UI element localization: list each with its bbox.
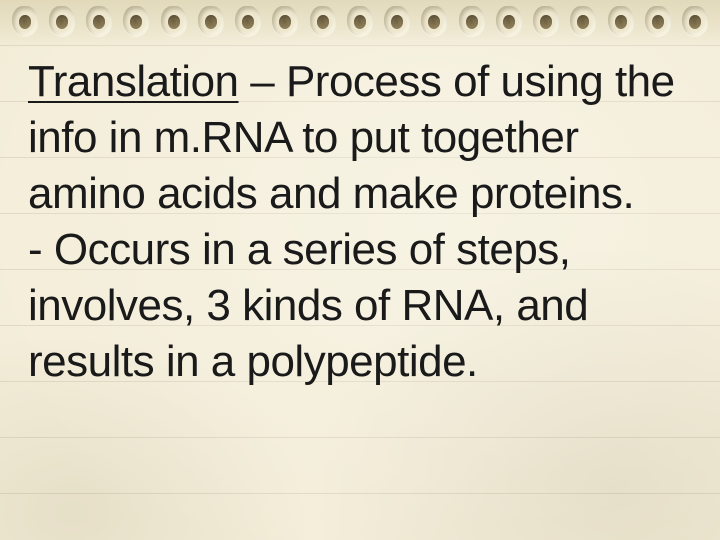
- spiral-hole: [84, 0, 114, 48]
- torn-hole-icon: [347, 6, 373, 36]
- spiral-hole: [233, 0, 263, 48]
- spiral-hole: [568, 0, 598, 48]
- spiral-hole: [382, 0, 412, 48]
- torn-hole-icon: [235, 6, 261, 36]
- torn-hole-icon: [272, 6, 298, 36]
- spiral-hole: [196, 0, 226, 48]
- torn-hole-icon: [86, 6, 112, 36]
- bullet-paragraph: - Occurs in a series of steps, involves,…: [28, 222, 680, 390]
- torn-hole-icon: [384, 6, 410, 36]
- spiral-hole: [121, 0, 151, 48]
- slide-text-block: Translation – Process of using the info …: [28, 54, 680, 390]
- spiral-hole: [159, 0, 189, 48]
- spiral-hole: [345, 0, 375, 48]
- torn-hole-icon: [496, 6, 522, 36]
- torn-hole-icon: [49, 6, 75, 36]
- spiral-hole: [680, 0, 710, 48]
- spiral-hole: [270, 0, 300, 48]
- spiral-binding-strip: [0, 0, 720, 48]
- spiral-hole: [308, 0, 338, 48]
- definition-paragraph: Translation – Process of using the info …: [28, 54, 680, 222]
- spiral-hole: [10, 0, 40, 48]
- torn-hole-icon: [161, 6, 187, 36]
- torn-hole-icon: [570, 6, 596, 36]
- spiral-hole: [531, 0, 561, 48]
- term-translation: Translation: [28, 57, 239, 106]
- notebook-page: Translation – Process of using the info …: [0, 0, 720, 540]
- torn-hole-icon: [123, 6, 149, 36]
- torn-hole-icon: [310, 6, 336, 36]
- torn-hole-icon: [682, 6, 708, 36]
- spiral-hole: [419, 0, 449, 48]
- spiral-hole: [494, 0, 524, 48]
- spiral-hole: [606, 0, 636, 48]
- spiral-hole: [47, 0, 77, 48]
- torn-hole-icon: [12, 6, 38, 36]
- torn-hole-icon: [198, 6, 224, 36]
- torn-hole-icon: [533, 6, 559, 36]
- torn-hole-icon: [645, 6, 671, 36]
- torn-hole-icon: [459, 6, 485, 36]
- torn-hole-icon: [608, 6, 634, 36]
- spiral-hole: [643, 0, 673, 48]
- torn-hole-icon: [421, 6, 447, 36]
- spiral-hole: [457, 0, 487, 48]
